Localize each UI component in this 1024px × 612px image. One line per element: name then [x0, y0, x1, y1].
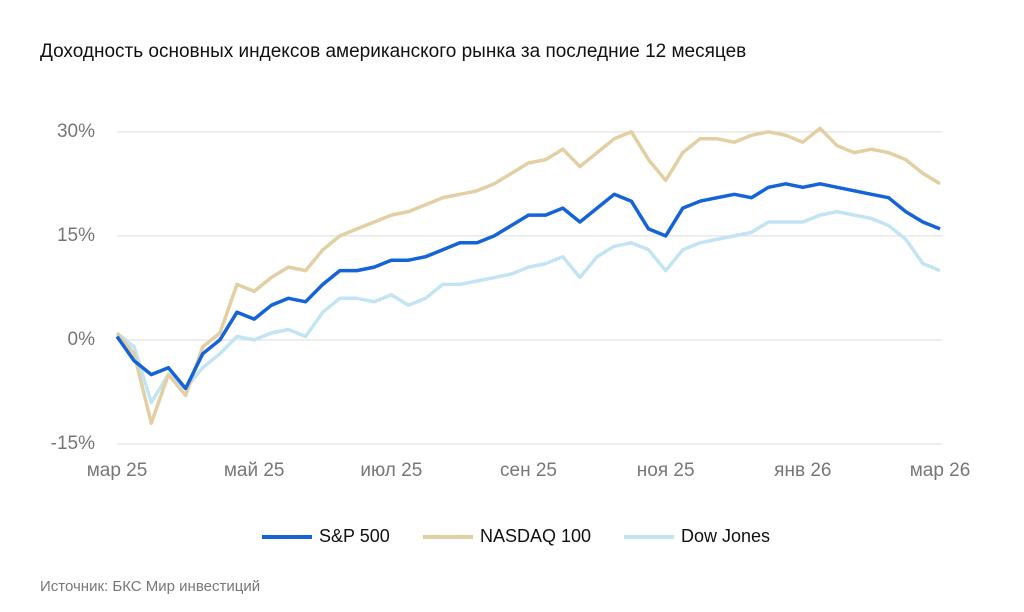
- legend-label: S&P 500: [319, 526, 390, 546]
- y-tick-label: -15%: [51, 433, 95, 454]
- x-tick-label: мар 26: [910, 460, 971, 481]
- x-tick-label: сен 25: [500, 460, 557, 481]
- x-tick-label: мар 25: [87, 460, 148, 481]
- series-line: [115, 126, 941, 425]
- legend-label: Dow Jones: [681, 526, 770, 546]
- x-tick-label: июл 25: [360, 460, 422, 481]
- x-tick-label: янв 26: [774, 460, 831, 481]
- chart-title: Доходность основных индексов американско…: [40, 41, 746, 62]
- y-tick-label: 30%: [57, 121, 95, 142]
- series-line: [115, 209, 941, 405]
- x-tick-label: май 25: [224, 460, 285, 481]
- x-tick-label: ноя 25: [637, 460, 695, 481]
- y-tick-label: 0%: [68, 329, 96, 350]
- legend-label: NASDAQ 100: [480, 526, 591, 546]
- series-line: [115, 182, 941, 391]
- y-tick-label: 15%: [57, 225, 95, 246]
- source-note: Источник: БКС Мир инвестиций: [40, 578, 260, 595]
